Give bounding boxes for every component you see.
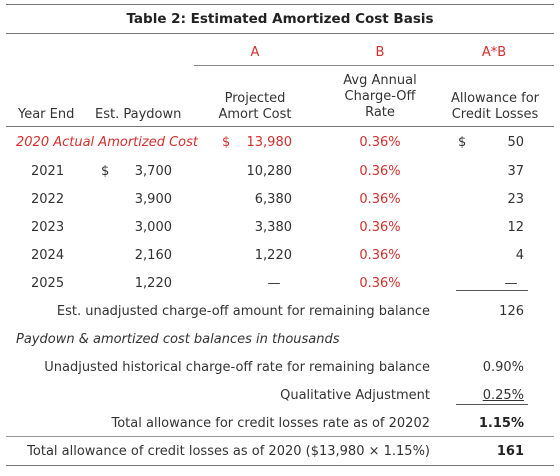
header-allowance-line2: Credit Losses: [451, 107, 539, 122]
row-paydown: 3,700: [134, 164, 172, 179]
col-letter-rule: [194, 65, 554, 66]
qualitative-value: 0.25%: [482, 388, 524, 403]
row-year: 2024: [31, 248, 65, 263]
col-letter-ab: A*B: [481, 45, 507, 60]
unadjusted-amount-label: Est. unadjusted charge-off amount for re…: [56, 304, 430, 319]
table-row: 2025 1,220 — 0.36% —: [0, 276, 560, 294]
header-allowance: Allowance for Credit Losses: [440, 91, 550, 123]
row-year: 2023: [31, 220, 65, 235]
actual-rate: 0.36%: [359, 135, 401, 150]
header-allowance-line1: Allowance for: [450, 91, 540, 106]
actual-amort-cost: 13,980: [246, 135, 293, 150]
row-paydown: 3,000: [134, 220, 172, 235]
row-paydown-currency: $: [101, 164, 110, 179]
row-amort-cost: —: [267, 276, 281, 291]
table-row: 2022 3,900 6,380 0.36% 23: [0, 192, 560, 210]
header-rate-line2: Charge-Off: [344, 89, 416, 104]
actual-allow-currency: $: [458, 135, 467, 150]
col-letter-a: A: [250, 45, 260, 60]
row-amort-cost: 1,220: [254, 248, 292, 263]
total-rate-rule: [6, 436, 554, 437]
row-allowance: 12: [507, 220, 524, 235]
actual-allowance: 50: [507, 135, 524, 150]
total-rate-label: Total allowance for credit losses rate a…: [111, 416, 431, 431]
row-amort-cost: 10,280: [246, 164, 293, 179]
header-projected-line2: Amort Cost: [218, 107, 292, 122]
row-allowance: 4: [515, 248, 524, 263]
units-note: Paydown & amortized cost balances in tho…: [16, 332, 340, 347]
row-allowance: 37: [507, 164, 524, 179]
actual-amort-currency: $: [222, 135, 231, 150]
header-rule: [6, 126, 554, 127]
row-rate: 0.36%: [359, 164, 401, 179]
row-paydown: 2,160: [134, 248, 172, 263]
row-rate: 0.36%: [359, 192, 401, 207]
total-allowance-value: 161: [496, 444, 524, 459]
table-title: Table 2: Estimated Amortized Cost Basis: [126, 11, 434, 27]
row-year: 2022: [31, 192, 65, 207]
actual-row-label: 2020 Actual Amortized Cost: [16, 135, 198, 150]
table-row: 2021 $ 3,700 10,280 0.36% 37: [0, 164, 560, 182]
row-paydown: 3,900: [134, 192, 172, 207]
qualitative-rule: [456, 404, 528, 405]
allowance-subtotal-rule: [456, 290, 528, 291]
header-rate-line1: Avg Annual: [343, 73, 417, 88]
row-rate: 0.36%: [359, 248, 401, 263]
unadjusted-amount-value: 126: [499, 304, 524, 319]
header-rate-line3: Rate: [365, 105, 395, 120]
header-projected-amort-cost: Projected Amort Cost: [200, 91, 310, 123]
row-year: 2021: [31, 164, 65, 179]
table-bottom-border: [6, 465, 554, 466]
header-est-paydown: Est. Paydown: [95, 107, 182, 122]
col-letter-b: B: [375, 45, 385, 60]
row-amort-cost: 3,380: [254, 220, 292, 235]
table-row: 2024 2,160 1,220 0.36% 4: [0, 248, 560, 266]
hist-rate-value: 0.90%: [482, 360, 524, 375]
title-rule: [6, 33, 554, 34]
row-rate: 0.36%: [359, 220, 401, 235]
header-year-end: Year End: [18, 107, 75, 122]
row-year: 2025: [31, 276, 65, 291]
row-amort-cost: 6,380: [254, 192, 292, 207]
qualitative-label: Qualitative Adjustment: [280, 388, 430, 403]
row-allowance: 23: [507, 192, 524, 207]
hist-rate-label: Unadjusted historical charge-off rate fo…: [44, 360, 430, 375]
table-top-border: [6, 4, 554, 5]
total-allowance-label: Total allowance of credit losses as of 2…: [27, 444, 430, 459]
header-projected-line1: Projected: [224, 91, 286, 106]
total-rate-value: 1.15%: [478, 416, 524, 431]
row-rate: 0.36%: [359, 276, 401, 291]
table-row: 2023 3,000 3,380 0.36% 12: [0, 220, 560, 238]
row-allowance: —: [504, 276, 518, 291]
header-avg-charge-off-rate: Avg Annual Charge-Off Rate: [325, 73, 435, 121]
row-paydown: 1,220: [134, 276, 172, 291]
